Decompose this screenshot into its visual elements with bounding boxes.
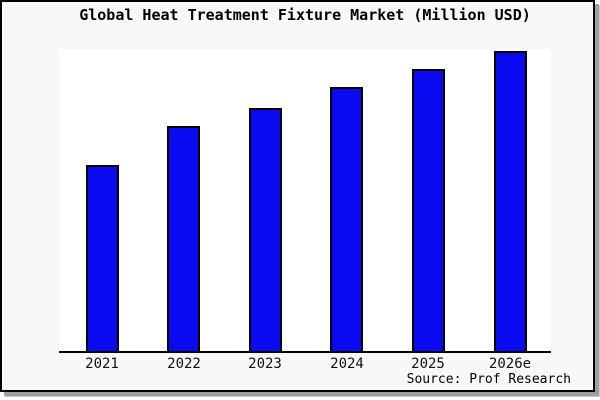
x-tick-label-2023: 2023 xyxy=(248,356,282,372)
x-tick-label-2022: 2022 xyxy=(167,356,201,372)
chart-frame: Global Heat Treatment Fixture Market (Mi… xyxy=(0,0,595,392)
bar-2023 xyxy=(249,108,282,351)
bar-2025 xyxy=(412,69,445,351)
x-tick-label-2025: 2025 xyxy=(411,356,445,372)
plot-area xyxy=(59,49,551,353)
source-note: Source: Prof Research xyxy=(406,372,571,387)
bar-2026e xyxy=(494,51,527,351)
x-axis-labels: 2021 2022 2023 2024 2025 2026e xyxy=(59,356,551,372)
x-tick-label-2021: 2021 xyxy=(85,356,119,372)
chart-title: Global Heat Treatment Fixture Market (Mi… xyxy=(79,6,531,24)
x-tick-label-2024: 2024 xyxy=(330,356,364,372)
bar-2021 xyxy=(86,165,119,351)
x-tick-label-2026e: 2026e xyxy=(488,356,532,372)
bar-2022 xyxy=(167,126,200,351)
bar-2024 xyxy=(330,87,363,351)
